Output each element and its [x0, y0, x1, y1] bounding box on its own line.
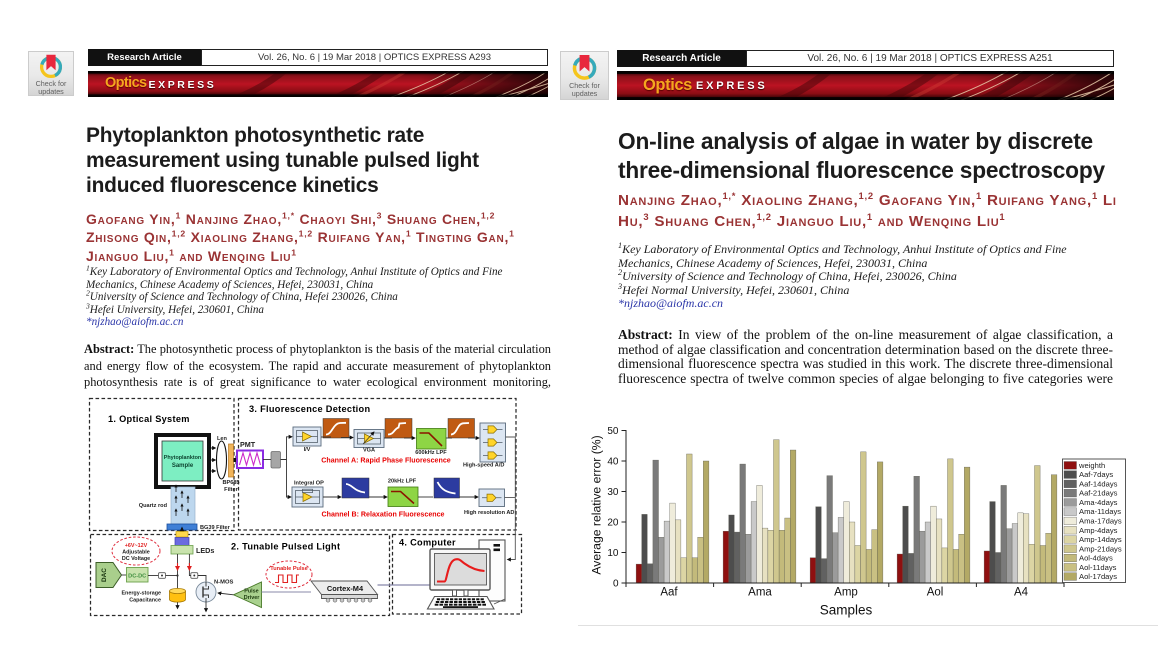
svg-text:4. Computer: 4. Computer: [399, 538, 456, 548]
svg-text:Capacitance: Capacitance: [129, 598, 161, 604]
svg-text:BG39 Filter: BG39 Filter: [200, 525, 231, 531]
svg-text:I/V: I/V: [304, 447, 311, 453]
svg-text:Len: Len: [217, 436, 228, 442]
svg-text:Aol-17days: Aol-17days: [1079, 572, 1117, 581]
svg-text:Ama: Ama: [748, 587, 772, 599]
svg-text:Aaf: Aaf: [660, 587, 678, 599]
svg-text:Driver: Driver: [244, 595, 260, 601]
svg-text:Ama-11days: Ama-11days: [1079, 507, 1121, 516]
svg-text:20kHz LPF: 20kHz LPF: [388, 479, 417, 485]
svg-text:DC-DC: DC-DC: [128, 574, 146, 580]
svg-text:A4: A4: [1014, 587, 1029, 599]
svg-text:3. Fluorescence Detection: 3. Fluorescence Detection: [249, 404, 370, 414]
svg-text:High-speed A/D: High-speed A/D: [463, 463, 504, 469]
svg-text:2. Tunable Pulsed Light: 2. Tunable Pulsed Light: [231, 542, 340, 552]
svg-text:DAC: DAC: [101, 568, 108, 582]
svg-text:600kHz LPF: 600kHz LPF: [415, 450, 447, 456]
svg-text:Aaf-7days: Aaf-7days: [1079, 470, 1113, 479]
svg-text:Ama-4days: Ama-4days: [1079, 498, 1118, 507]
svg-text:20: 20: [607, 518, 619, 529]
svg-text:Aol-11days: Aol-11days: [1079, 563, 1117, 572]
svg-text:40: 40: [607, 457, 619, 468]
svg-text:BP685: BP685: [222, 480, 239, 486]
svg-text:Channel B: Relaxation Fluoresc: Channel B: Relaxation Fluorescence: [322, 511, 445, 519]
svg-text:Tunable Pulse: Tunable Pulse: [270, 566, 308, 572]
svg-text:Quartz rod: Quartz rod: [139, 503, 168, 509]
svg-text:Amp-4days: Amp-4days: [1079, 526, 1118, 535]
svg-text:Amp-21days: Amp-21days: [1079, 544, 1122, 553]
svg-text:+6V~12V: +6V~12V: [125, 543, 148, 549]
svg-text:Pulse: Pulse: [244, 589, 258, 595]
svg-text:Phytoplankton: Phytoplankton: [164, 455, 201, 461]
svg-text:Amp-14days: Amp-14days: [1079, 535, 1122, 544]
svg-text:Channel A: Rapid Phase Fluores: Channel A: Rapid Phase Fluorescence: [321, 457, 450, 465]
svg-text:High resolution AD: High resolution AD: [464, 510, 514, 516]
svg-text:30: 30: [607, 487, 619, 498]
svg-text:Samples: Samples: [820, 603, 873, 618]
svg-text:Energy-storage: Energy-storage: [121, 591, 161, 597]
svg-text:50: 50: [607, 426, 619, 437]
svg-text:1. Optical System: 1. Optical System: [108, 414, 190, 424]
svg-text:Cortex-M4: Cortex-M4: [327, 584, 364, 593]
svg-text:Aol: Aol: [927, 587, 944, 599]
svg-text:Adjustable: Adjustable: [122, 550, 150, 556]
svg-text:0: 0: [613, 579, 619, 590]
svg-text:Aaf-21days: Aaf-21days: [1079, 489, 1118, 498]
svg-text:weighth: weighth: [1078, 461, 1105, 470]
svg-text:Filter: Filter: [224, 487, 238, 493]
svg-text:N-MOS: N-MOS: [214, 580, 233, 586]
svg-text:Aaf-14days: Aaf-14days: [1079, 479, 1118, 488]
svg-text:PMT: PMT: [240, 440, 256, 449]
svg-text:10: 10: [607, 548, 619, 559]
svg-text:Average relative error (%): Average relative error (%): [590, 435, 604, 574]
svg-text:Sample: Sample: [172, 463, 194, 469]
svg-text:LEDs: LEDs: [196, 546, 214, 555]
svg-text:Integral OP: Integral OP: [294, 481, 324, 487]
svg-text:DC Voltage: DC Voltage: [122, 556, 150, 562]
svg-text:Ama-17days: Ama-17days: [1079, 516, 1122, 525]
svg-text:Aol-4days: Aol-4days: [1079, 554, 1113, 563]
svg-text:Amp: Amp: [834, 587, 858, 599]
svg-text:VGA: VGA: [363, 448, 375, 454]
